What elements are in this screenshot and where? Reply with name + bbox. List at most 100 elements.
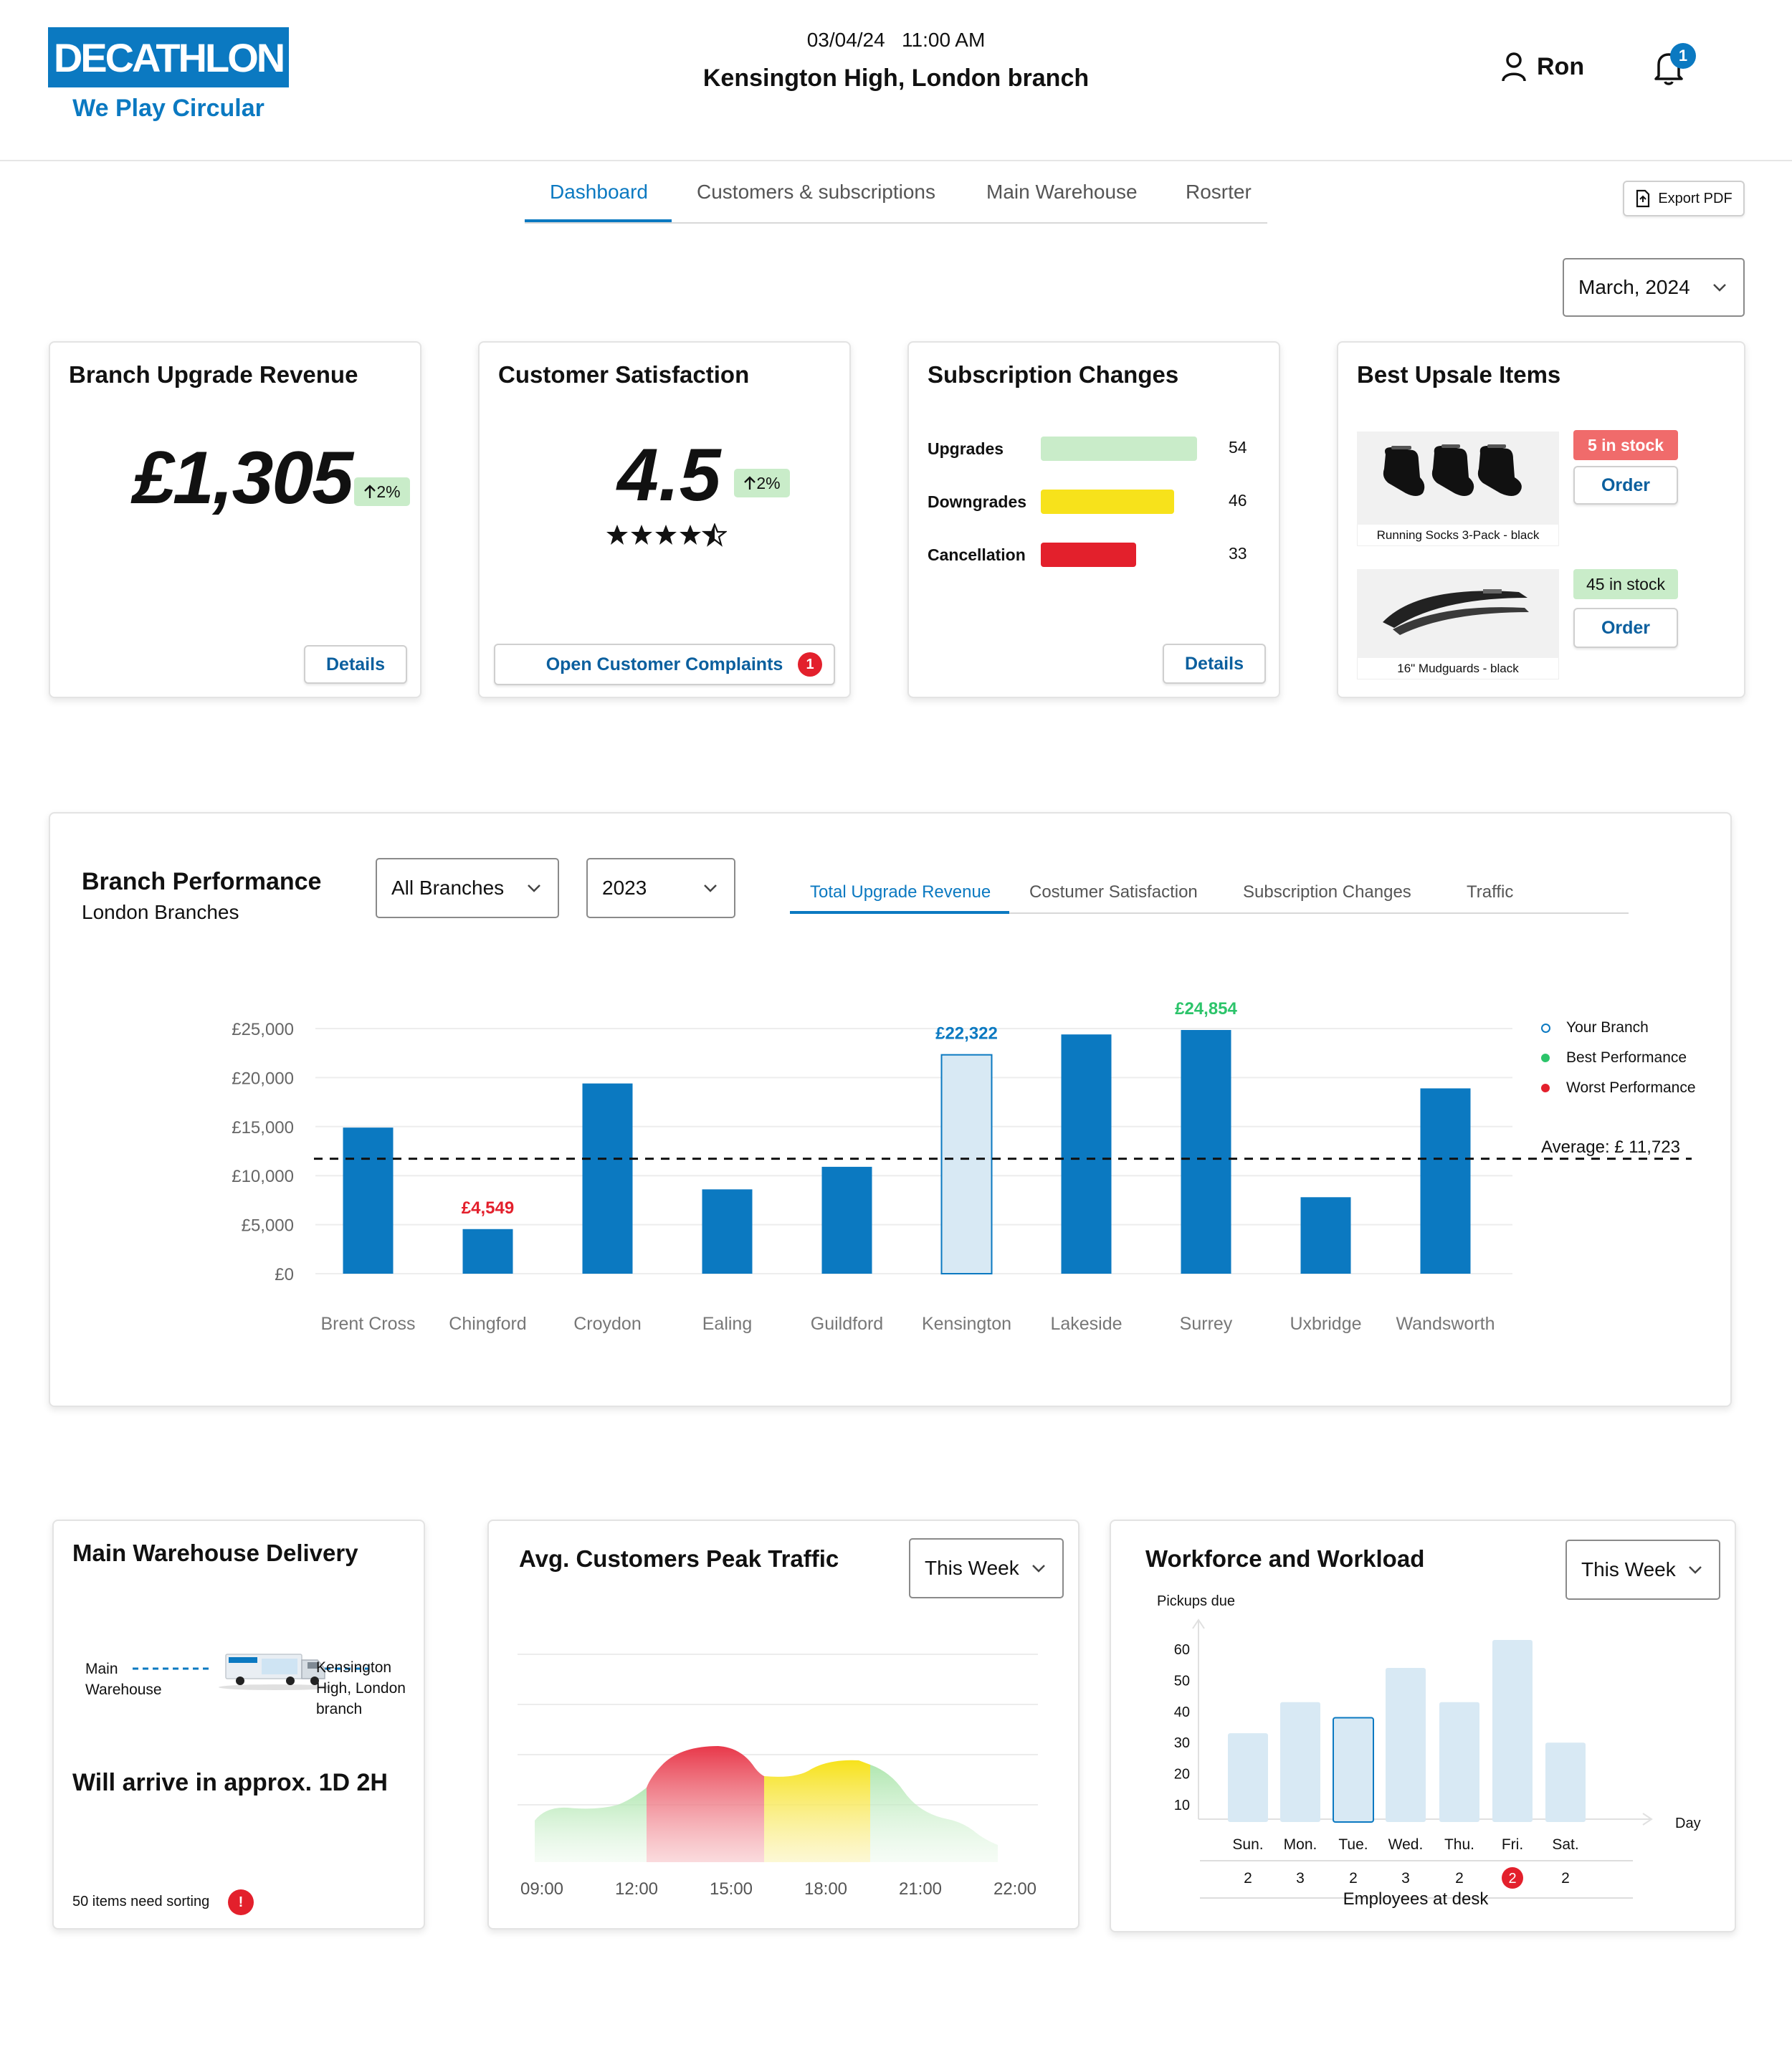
employee-count: 2: [1455, 1870, 1464, 1887]
workload-bar: [1545, 1742, 1586, 1822]
socks-icon: [1383, 444, 1522, 496]
period-dropdown[interactable]: March, 2024: [1563, 258, 1745, 317]
bar-lakeside: [1061, 1034, 1112, 1274]
tab-traffic[interactable]: Traffic: [1467, 882, 1514, 902]
chevron-down-icon: [1713, 284, 1726, 292]
bar-chingford: [462, 1229, 513, 1274]
upgrade-revenue-details-button[interactable]: Details: [304, 645, 407, 684]
nav-tabs: Dashboard Customers & subscriptions Main…: [525, 172, 1267, 224]
traffic-area-afternoon: [764, 1760, 870, 1862]
x-tick-label: Brent Cross: [321, 1314, 416, 1334]
product-name-socks: Running Socks 3-Pack - black: [1357, 525, 1559, 546]
upgrade-revenue-card: Branch Upgrade Revenue £1,305 2% Details: [49, 341, 421, 698]
tab-customers[interactable]: Customers & subscriptions: [697, 181, 936, 203]
branch-performance-subtitle: London Branches: [82, 901, 239, 923]
data-label: £4,549: [462, 1198, 514, 1218]
traffic-gridlines: [518, 1654, 1038, 1806]
tagline: We Play Circular: [72, 95, 264, 122]
data-label: £24,854: [1175, 999, 1237, 1019]
y-tick-label: £10,000: [232, 1167, 294, 1186]
chart-legend: Your Branch Best Performance Worst Perfo…: [1541, 1013, 1696, 1103]
notification-button[interactable]: 1: [1649, 43, 1699, 86]
traffic-x-tick: 09:00: [520, 1879, 564, 1899]
header-date: 03/04/24: [806, 29, 885, 51]
workforce-period-dropdown[interactable]: This Week: [1565, 1540, 1720, 1600]
notification-badge: 1: [1670, 43, 1696, 69]
subscription-changes-card: Subscription Changes Upgrades 54 Downgrade…: [907, 341, 1280, 698]
subscription-bar: [1041, 437, 1197, 461]
user-menu[interactable]: Ron: [1500, 50, 1584, 83]
stock-badge-mudguards: 45 in stock: [1573, 569, 1678, 599]
open-complaints-button[interactable]: Open Customer Complaints: [494, 644, 835, 685]
tab-dashboard[interactable]: Dashboard: [550, 181, 648, 203]
period-value: March, 2024: [1578, 276, 1690, 298]
workload-bar: [1439, 1702, 1479, 1822]
tab-roster[interactable]: Rosrter: [1186, 181, 1252, 203]
performance-tabs: Total Upgrade Revenue Costumer Satisfact…: [790, 877, 1629, 914]
y-tick-label: 50: [1174, 1673, 1190, 1689]
traffic-x-tick: 15:00: [709, 1879, 753, 1899]
bar-wandsworth: [1420, 1088, 1471, 1274]
traffic-period-dropdown[interactable]: This Week: [909, 1538, 1064, 1598]
warehouse-delivery-card: Main Warehouse Delivery Main Warehouse K…: [52, 1520, 425, 1930]
star-rating: [606, 523, 727, 547]
star-icon: [655, 525, 677, 545]
order-button-socks[interactable]: Order: [1573, 466, 1678, 505]
chevron-down-icon: [1032, 1565, 1045, 1573]
bar-croydon: [582, 1083, 633, 1274]
workload-bar: [1333, 1717, 1374, 1823]
logo[interactable]: DECATHLON: [48, 27, 289, 87]
day-label: Wed.: [1388, 1836, 1424, 1853]
tab-main-warehouse[interactable]: Main Warehouse: [986, 181, 1138, 203]
open-complaints-label: Open Customer Complaints: [545, 654, 783, 674]
tab-subscription-changes[interactable]: Subscription Changes: [1243, 882, 1411, 902]
product-image-socks[interactable]: [1357, 431, 1559, 525]
day-label: Sun.: [1232, 1836, 1263, 1853]
subscription-label: Upgrades: [928, 439, 1004, 458]
satisfaction-change: 2%: [734, 469, 790, 497]
upgrade-revenue-title: Branch Upgrade Revenue: [69, 361, 358, 388]
x-tick-label: Kensington: [922, 1314, 1011, 1334]
day-label: Thu.: [1444, 1836, 1474, 1853]
tab-total-upgrade-revenue[interactable]: Total Upgrade Revenue: [810, 882, 991, 902]
y-axis-label: Pickups due: [1157, 1593, 1235, 1609]
subscription-bar: [1041, 543, 1136, 567]
legend-label: Best Performance: [1566, 1049, 1687, 1066]
traffic-x-tick: 22:00: [993, 1879, 1037, 1899]
legend-dot-icon: [1541, 1054, 1550, 1062]
performance-tab-indicator: [790, 911, 1009, 914]
tab-customer-satisfaction[interactable]: Costumer Satisfaction: [1029, 882, 1198, 902]
product-image-mudguards[interactable]: [1357, 569, 1559, 658]
workload-bar: [1228, 1733, 1268, 1822]
export-pdf-button[interactable]: Export PDF: [1623, 181, 1745, 216]
bar-guildford: [821, 1166, 872, 1274]
x-tick-label: Wandsworth: [1396, 1314, 1495, 1334]
traffic-x-tick: 18:00: [804, 1879, 848, 1899]
order-button-mudguards[interactable]: Order: [1573, 608, 1678, 648]
delivery-truck-icon: [133, 1654, 369, 1690]
employee-count: 2: [1244, 1870, 1252, 1887]
workload-bar: [1492, 1639, 1533, 1822]
file-export-icon: [1636, 189, 1650, 208]
year-filter-dropdown[interactable]: 2023: [586, 858, 735, 918]
y-tick-label: 30: [1174, 1735, 1190, 1751]
branch-filter-dropdown[interactable]: All Branches: [376, 858, 559, 918]
x-tick-label: Chingford: [449, 1314, 526, 1334]
x-axis-arrow-icon: [1642, 1813, 1653, 1826]
warehouse-from: Main Warehouse: [85, 1661, 162, 1698]
peak-traffic-card: Avg. Customers Peak Traffic This Week 09…: [487, 1520, 1080, 1930]
chevron-down-icon: [704, 884, 717, 892]
branch-filter-value: All Branches: [391, 877, 505, 899]
x-tick-label: Guildford: [811, 1314, 883, 1334]
subscription-details-button[interactable]: Details: [1163, 644, 1266, 684]
satisfaction-change-value: 2%: [756, 473, 781, 492]
upgrade-revenue-change-value: 2%: [376, 482, 401, 501]
workload-bar: [1280, 1702, 1320, 1822]
subscription-label: Downgrades: [928, 492, 1027, 511]
legend-hollow-dot-icon: [1541, 1023, 1550, 1033]
y-tick-label: £15,000: [232, 1118, 294, 1138]
sorting-alert-badge: !: [228, 1889, 254, 1915]
employees-label: Employees at desk: [1343, 1889, 1490, 1909]
upgrade-revenue-change: 2%: [354, 477, 410, 506]
bar-ealing: [702, 1189, 753, 1274]
